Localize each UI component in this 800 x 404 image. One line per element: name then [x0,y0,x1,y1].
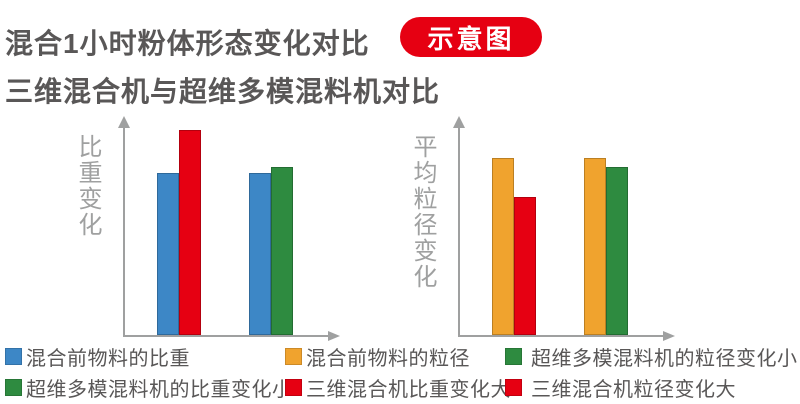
legend-row: 混合前物料的比重 混合前物料的粒径 超维多模混料机的粒径变化小 [0,344,800,370]
y-axis [458,127,460,337]
bars-container-particle [458,116,678,337]
legend-label: 三维混合机粒径变化大 [531,378,736,401]
legend-swatch-blue-icon [5,347,22,365]
x-axis-arrow-icon [328,331,340,341]
legend-swatch-red-icon [505,378,522,396]
y-axis-label-gravity: 比重变化 [74,134,101,238]
bar-blue [157,173,179,335]
legend-label: 混合前物料的比重 [26,347,190,370]
x-axis [123,335,328,337]
page-title: 混合1小时粉体形态变化对比 [5,28,370,59]
bar-red [514,197,536,335]
legend-item: 超维多模混料机的粒径变化小 [505,344,798,370]
legend-swatch-green-icon [505,347,522,365]
bar-orange [584,158,606,335]
legend-label: 超维多模混料机的粒径变化小 [531,347,798,370]
chart-particle-size-change: 平均粒径变化 [409,116,678,341]
legend-row: 超维多模混料机的比重变化小 三维混合机比重变化大 三维混合机粒径变化大 [0,375,800,401]
legend-swatch-red-icon [285,378,302,396]
legend-label: 三维混合机比重变化大 [306,378,511,401]
legend-item: 混合前物料的粒径 [285,344,470,370]
legend-swatch-green-icon [5,378,22,396]
bar-green [271,167,293,335]
legend-item: 混合前物料的比重 [5,344,190,370]
y-axis-label-particle: 平均粒径变化 [409,134,436,290]
bar-blue [249,173,271,335]
legend-item: 三维混合机比重变化大 [285,375,511,401]
bar-green [606,167,628,335]
page-subtitle: 三维混合机与超维多模混料机对比 [5,76,441,107]
y-axis-arrow-icon [118,116,130,128]
y-axis-arrow-icon [453,116,465,128]
legend-swatch-orange-icon [285,347,302,365]
y-axis [123,127,125,337]
schematic-badge: 示意图 [400,17,542,57]
bar-red [179,130,201,335]
x-axis [458,335,663,337]
bar-orange [492,158,514,335]
legend-item: 三维混合机粒径变化大 [505,375,736,401]
chart-gravity-change: 比重变化 [74,116,343,341]
legend-label: 超维多模混料机的比重变化小 [26,378,293,401]
legend-item: 超维多模混料机的比重变化小 [5,375,293,401]
bars-container-gravity [123,116,343,337]
legend: 混合前物料的比重 混合前物料的粒径 超维多模混料机的粒径变化小 超维多模混料机的… [0,342,800,402]
legend-label: 混合前物料的粒径 [306,347,470,370]
x-axis-arrow-icon [663,331,675,341]
